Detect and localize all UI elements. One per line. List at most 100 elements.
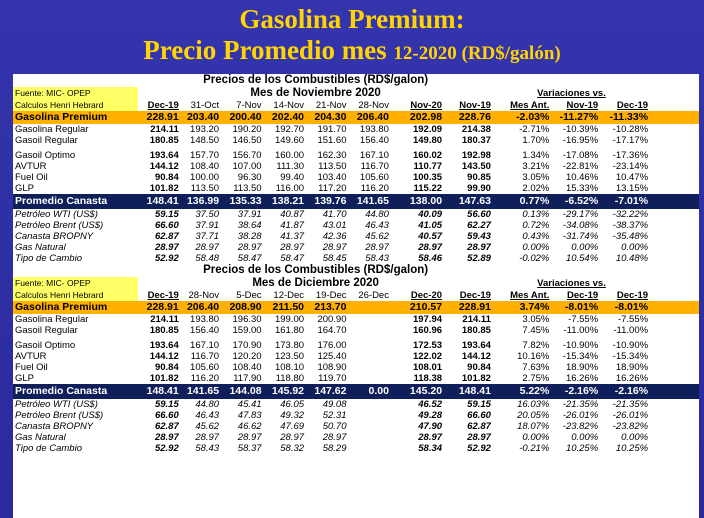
value-cell: 37.71 (195, 231, 220, 242)
value-cell: 176.00 (317, 340, 347, 351)
value-cell: -7.01% (600, 194, 651, 209)
value-cell: 180.37 (461, 135, 491, 146)
value-cell: 193.20 (190, 124, 220, 135)
value-cell: 180.85 (461, 325, 491, 336)
column-header: Dec-19 (616, 100, 649, 111)
value-cell: 196.30 (232, 314, 262, 325)
value-cell: 37.91 (237, 209, 262, 220)
value-cell: 192.09 (412, 124, 443, 135)
row-label: Petróleo Brent (US$) (15, 220, 104, 231)
value-cell: 160.02 (412, 150, 443, 161)
value-cell: 197.94 (412, 314, 443, 325)
market-row: Canasta BROPNY 62.87 45.62 46.62 47.69 50.70 4… (13, 421, 699, 432)
value-cell: 156.70 (232, 150, 262, 161)
value-cell: 49.08 (322, 399, 347, 410)
value-cell: 28.97 (418, 242, 443, 253)
value-cell: 42.36 (322, 231, 347, 242)
price-tables: Precios de los Combustibles (RD$/galon) F… (13, 74, 699, 454)
value-cell: 148.41 (444, 384, 493, 399)
value-cell: 59.43 (467, 231, 491, 242)
column-header: 28-Nov (188, 290, 220, 301)
value-cell (349, 373, 391, 384)
value-cell: 10.25% (565, 443, 599, 454)
value-cell: 136.99 (180, 194, 222, 209)
value-cell: 105.60 (190, 362, 220, 373)
value-cell: 173.80 (274, 340, 305, 351)
value-cell: 191.70 (317, 124, 347, 135)
fuel-row: Gasoil Regular 180.85 156.40 159.00 161.80 16… (13, 325, 699, 336)
value-cell: 52.31 (322, 410, 347, 421)
value-cell: 18.90% (565, 362, 599, 373)
value-cell: 149.60 (274, 135, 305, 146)
value-cell: 41.87 (280, 220, 305, 231)
column-header: 28-Nov (358, 100, 389, 111)
value-cell: 116.20 (190, 373, 220, 384)
value-cell: 206.40 (348, 111, 391, 124)
value-cell: 47.83 (237, 410, 262, 421)
value-cell: 28.97 (237, 432, 262, 443)
value-cell: 193.80 (359, 124, 389, 135)
value-cell: 160.00 (274, 150, 305, 161)
value-cell (349, 432, 391, 443)
value-cell: 58.43 (365, 253, 389, 264)
value-cell: 108.90 (317, 362, 347, 373)
title-line-1: Gasolina Premium: (239, 4, 465, 34)
value-cell: -15.34% (612, 351, 649, 362)
value-cell: -10.39% (562, 124, 599, 135)
market-row: Petróleo Brent (US$) 66.60 46.43 47.83 49.32… (13, 410, 699, 421)
value-cell (349, 314, 391, 325)
table-subheading: Mes de Diciembre 2020 (252, 277, 379, 289)
value-cell: 58.47 (237, 253, 262, 264)
value-cell: 113.50 (318, 161, 347, 172)
fuel-row: GLP 101.82 113.50 113.50 116.00 117.20 116.20 1… (13, 183, 699, 194)
value-cell: 0.00% (522, 242, 550, 253)
value-cell: 0.00 (348, 384, 391, 399)
value-cell (349, 351, 391, 362)
column-header: Dec-19 (567, 290, 599, 301)
value-cell: 108.40 (232, 362, 262, 373)
value-cell: 180.85 (149, 325, 179, 336)
value-cell: 193.64 (461, 340, 491, 351)
value-cell: 143.50 (461, 161, 491, 172)
value-cell (349, 325, 391, 336)
value-cell: 0.13% (522, 209, 550, 220)
value-cell: 3.74% (492, 301, 552, 314)
value-cell: 161.80 (274, 325, 305, 336)
value-cell: 214.38 (461, 124, 491, 135)
market-row: Gas Natural 28.97 28.97 28.97 28.97 28.97 28.9… (13, 242, 699, 253)
value-cell (348, 301, 391, 314)
credits-label: Calculos Henri Hebrard (13, 290, 139, 301)
value-cell: 59.15 (154, 209, 179, 220)
value-cell: 193.64 (149, 150, 179, 161)
value-cell: -2.16% (551, 384, 601, 399)
row-label: Canasta BROPNY (15, 421, 94, 432)
value-cell: 116.70 (360, 161, 389, 172)
value-cell: -21.35% (562, 399, 599, 410)
value-cell: 144.08 (221, 384, 264, 399)
column-header: Dec-19 (147, 100, 179, 111)
value-cell: 41.70 (322, 209, 347, 220)
value-cell: 149.80 (412, 135, 443, 146)
title-small: 12-2020 (RD$/galón) (393, 43, 561, 65)
value-cell: 101.82 (149, 373, 179, 384)
market-row: Petróleo Brent (US$) 66.60 37.91 38.64 41.87… (13, 220, 699, 231)
value-cell: 28.97 (322, 242, 347, 253)
row-label: Gasolina Premium (13, 111, 139, 124)
fuel-row: AVTUR 144.12 116.70 120.20 123.50 125.40 122.0… (13, 351, 699, 362)
value-cell: 28.97 (280, 432, 305, 443)
value-cell: -17.08% (562, 150, 599, 161)
value-cell (349, 421, 391, 432)
value-cell: 45.62 (365, 231, 389, 242)
value-cell: -38.37% (612, 220, 649, 231)
canasta-row: Promedio Canasta 148.41 136.99 135.33 138.21… (13, 194, 699, 209)
column-header: Nov-19 (566, 100, 599, 111)
value-cell: 58.45 (322, 253, 347, 264)
value-cell: 43.01 (322, 220, 347, 231)
value-cell: 28.97 (154, 242, 179, 253)
column-header: Mes Ant. (510, 290, 550, 301)
value-cell: 141.65 (348, 194, 391, 209)
value-cell: 62.87 (154, 421, 179, 432)
value-cell: 0.00% (522, 432, 550, 443)
value-cell: 2.75% (522, 373, 550, 384)
